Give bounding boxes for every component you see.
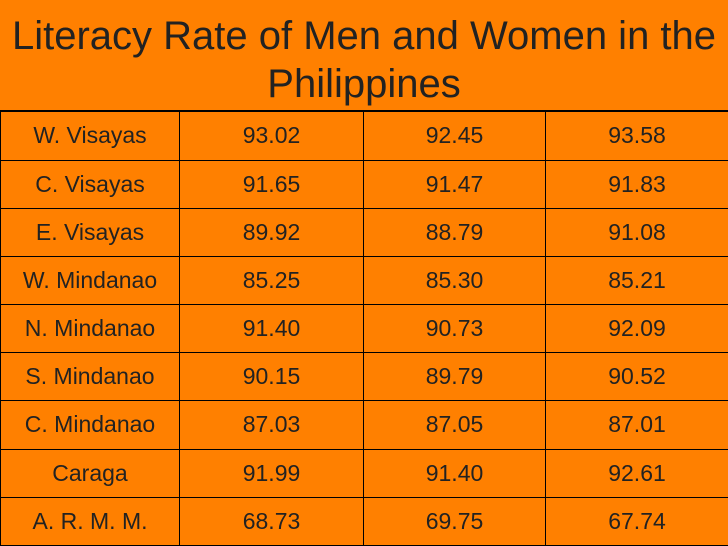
table-row: W. Mindanao 85.25 85.30 85.21 bbox=[0, 255, 728, 306]
table-row: N. Mindanao 91.40 90.73 92.09 bbox=[0, 304, 728, 354]
region-cell: W. Visayas bbox=[0, 109, 180, 161]
value-cell: 91.83 bbox=[545, 159, 728, 209]
table-row: E. Visayas 89.92 88.79 91.08 bbox=[0, 207, 728, 257]
region-cell: N. Mindanao bbox=[0, 304, 180, 354]
value-cell: 87.01 bbox=[545, 400, 728, 450]
value-cell: 88.79 bbox=[363, 207, 546, 257]
value-cell: 91.99 bbox=[179, 448, 364, 498]
value-cell: 67.74 bbox=[545, 496, 728, 546]
value-cell: 93.58 bbox=[545, 109, 728, 161]
table-row: W. Visayas 93.02 92.45 93.58 bbox=[0, 109, 728, 161]
value-cell: 91.40 bbox=[179, 304, 364, 354]
region-cell: A. R. M. M. bbox=[0, 496, 180, 546]
region-cell: S. Mindanao bbox=[0, 352, 180, 402]
literacy-table: W. Visayas 93.02 92.45 93.58 C. Visayas … bbox=[0, 109, 728, 546]
region-cell: E. Visayas bbox=[0, 207, 180, 257]
table-row: Caraga 91.99 91.40 92.61 bbox=[0, 448, 728, 498]
value-cell: 69.75 bbox=[363, 496, 546, 546]
value-cell: 90.15 bbox=[179, 352, 364, 402]
region-cell: C. Mindanao bbox=[0, 400, 180, 450]
value-cell: 93.02 bbox=[179, 109, 364, 161]
value-cell: 85.21 bbox=[545, 255, 728, 306]
region-cell: W. Mindanao bbox=[0, 255, 180, 306]
region-cell: Caraga bbox=[0, 448, 180, 498]
slide-title: Literacy Rate of Men and Women in the Ph… bbox=[11, 14, 717, 106]
table-row: S. Mindanao 90.15 89.79 90.52 bbox=[0, 352, 728, 402]
value-cell: 87.05 bbox=[363, 400, 546, 450]
value-cell: 89.79 bbox=[363, 352, 546, 402]
region-cell: C. Visayas bbox=[0, 159, 180, 209]
value-cell: 92.09 bbox=[545, 304, 728, 354]
value-cell: 90.52 bbox=[545, 352, 728, 402]
value-cell: 85.30 bbox=[363, 255, 546, 306]
value-cell: 90.73 bbox=[363, 304, 546, 354]
table-row: C. Mindanao 87.03 87.05 87.01 bbox=[0, 400, 728, 450]
value-cell: 92.61 bbox=[545, 448, 728, 498]
value-cell: 89.92 bbox=[179, 207, 364, 257]
value-cell: 68.73 bbox=[179, 496, 364, 546]
value-cell: 91.08 bbox=[545, 207, 728, 257]
value-cell: 85.25 bbox=[179, 255, 364, 306]
value-cell: 91.47 bbox=[363, 159, 546, 209]
value-cell: 87.03 bbox=[179, 400, 364, 450]
table-row: A. R. M. M. 68.73 69.75 67.74 bbox=[0, 496, 728, 546]
value-cell: 91.65 bbox=[179, 159, 364, 209]
table-row: C. Visayas 91.65 91.47 91.83 bbox=[0, 159, 728, 209]
value-cell: 91.40 bbox=[363, 448, 546, 498]
value-cell: 92.45 bbox=[363, 109, 546, 161]
